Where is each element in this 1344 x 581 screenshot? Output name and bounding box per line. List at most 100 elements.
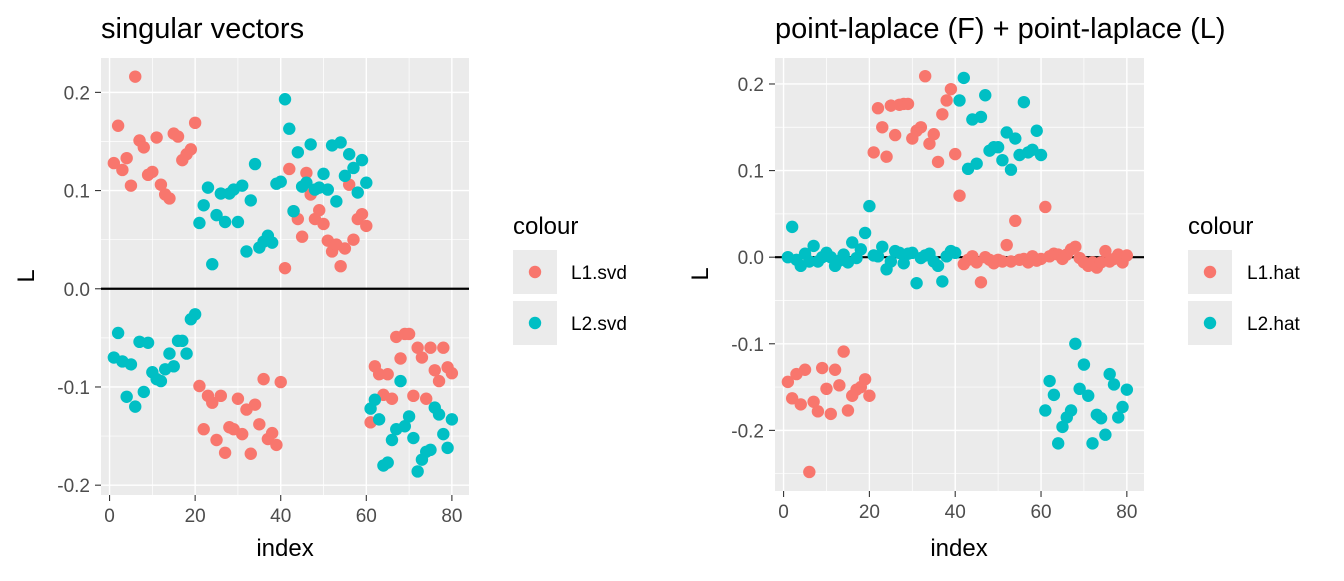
x-tick-label: 0 — [104, 506, 115, 527]
data-point-l1-hat — [785, 392, 799, 405]
data-point-l2-svd — [291, 146, 305, 159]
data-point-l2-svd — [274, 175, 287, 188]
data-point-l2-hat — [1107, 378, 1121, 391]
chart-title: singular vectors — [101, 13, 304, 45]
y-tick-label: -0.1 — [57, 378, 90, 399]
data-point-l1-svd — [197, 423, 210, 436]
data-point-l2-hat — [1051, 437, 1065, 450]
data-point-l1-hat — [940, 94, 953, 107]
data-point-l1-svd — [334, 259, 347, 273]
data-point-l1-hat — [871, 102, 885, 115]
data-point-l1-hat — [820, 382, 833, 396]
data-point-l2-svd — [334, 136, 347, 149]
data-point-l2-hat — [936, 275, 949, 288]
data-point-l2-hat — [1047, 388, 1061, 402]
data-point-l2-hat — [803, 255, 816, 268]
data-point-l2-svd — [176, 334, 189, 348]
data-point-l1-svd — [338, 242, 352, 255]
data-point-l2-hat — [1094, 412, 1108, 425]
data-point-l1-svd — [206, 396, 219, 409]
data-point-l2-svd — [197, 199, 210, 212]
legend-label-l1-svd: L1.svd — [571, 263, 627, 284]
data-point-l1-hat — [828, 363, 842, 376]
data-point-l2-svd — [372, 413, 386, 426]
data-point-l1-hat — [876, 121, 889, 134]
x-axis-title: index — [256, 535, 313, 562]
data-point-l1-hat — [867, 146, 880, 159]
data-point-l2-svd — [180, 347, 193, 360]
data-point-l1-hat — [914, 121, 928, 134]
data-point-l2-svd — [360, 176, 373, 189]
data-point-l1-hat — [927, 128, 940, 141]
data-point-l2-hat — [1039, 404, 1052, 417]
data-point-l1-hat — [936, 108, 949, 121]
x-tick-label: 60 — [1030, 502, 1051, 523]
data-point-l2-hat — [863, 199, 876, 213]
data-point-l2-hat — [1073, 382, 1086, 396]
data-point-l1-hat — [923, 137, 936, 150]
data-point-l2-svd — [210, 208, 223, 222]
data-point-l2-svd — [394, 374, 407, 388]
data-point-l2-svd — [278, 93, 292, 106]
data-point-l2-svd — [437, 427, 450, 441]
data-point-l2-svd — [240, 245, 253, 258]
legend: colour L1.svd L2.svd — [513, 213, 627, 345]
data-point-l1-svd — [265, 426, 279, 440]
data-point-l2-svd — [368, 393, 382, 406]
legend-marker-l2-hat — [1203, 316, 1217, 330]
data-point-l1-svd — [415, 351, 429, 364]
data-point-l1-hat — [1120, 249, 1134, 262]
x-tick-label: 0 — [778, 502, 789, 523]
data-point-l1-svd — [445, 367, 459, 380]
data-point-l2-svd — [424, 443, 437, 457]
y-tick-label: 0.2 — [64, 83, 90, 104]
plot-panel — [101, 58, 469, 495]
data-point-l1-svd — [317, 217, 330, 231]
data-point-l1-svd — [270, 438, 283, 452]
data-point-l1-hat — [949, 147, 962, 161]
data-point-l2-svd — [445, 413, 459, 426]
data-point-l2-hat — [1064, 404, 1078, 417]
data-point-l2-svd — [330, 195, 343, 208]
data-point-l2-svd — [407, 431, 420, 445]
data-point-l2-hat — [1086, 437, 1099, 450]
data-point-l2-svd — [342, 148, 356, 161]
chart-singular-vectors: singular vectors 0 20 40 60 80 -0.2 -0.1 0.0 0.1… — [13, 13, 627, 562]
data-point-l1-svd — [313, 204, 326, 217]
data-point-l2-svd — [287, 204, 300, 218]
data-point-l1-svd — [210, 433, 223, 447]
data-point-l1-hat — [953, 189, 966, 202]
data-point-l2-hat — [846, 236, 859, 249]
data-point-l2-hat — [953, 94, 966, 107]
data-point-l1-svd — [432, 374, 446, 388]
data-point-l1-hat — [931, 155, 945, 169]
data-point-l1-svd — [171, 130, 185, 143]
data-point-l2-svd — [248, 157, 262, 171]
data-point-l2-svd — [283, 122, 296, 135]
data-point-l2-hat — [1043, 374, 1056, 388]
data-point-l2-hat — [1034, 148, 1048, 162]
data-point-l2-hat — [970, 157, 983, 170]
data-point-l1-hat — [811, 405, 825, 418]
x-tick-label: 20 — [185, 506, 206, 527]
data-point-l1-svd — [116, 163, 129, 177]
data-points — [101, 70, 469, 478]
data-point-l1-hat — [863, 389, 876, 402]
data-point-l2-hat — [996, 153, 1009, 167]
data-point-l2-svd — [129, 400, 142, 413]
data-point-l2-svd — [351, 186, 364, 199]
data-point-l1-svd — [428, 364, 441, 377]
data-point-l2-hat — [897, 257, 910, 270]
legend: colour L1.hat L2.hat — [1188, 213, 1301, 345]
data-point-l1-svd — [295, 230, 309, 243]
data-point-l2-svd — [201, 181, 215, 194]
data-point-l1-hat — [781, 375, 795, 389]
data-point-l1-hat — [794, 398, 807, 411]
x-tick-label: 40 — [270, 506, 291, 527]
data-point-l1-svd — [283, 162, 296, 176]
data-point-l1-hat — [1000, 238, 1013, 252]
x-axis-title: index — [930, 535, 987, 562]
data-point-l1-hat — [901, 97, 915, 111]
data-point-l2-hat — [1112, 411, 1125, 424]
y-tick-label: -0.1 — [731, 335, 764, 356]
